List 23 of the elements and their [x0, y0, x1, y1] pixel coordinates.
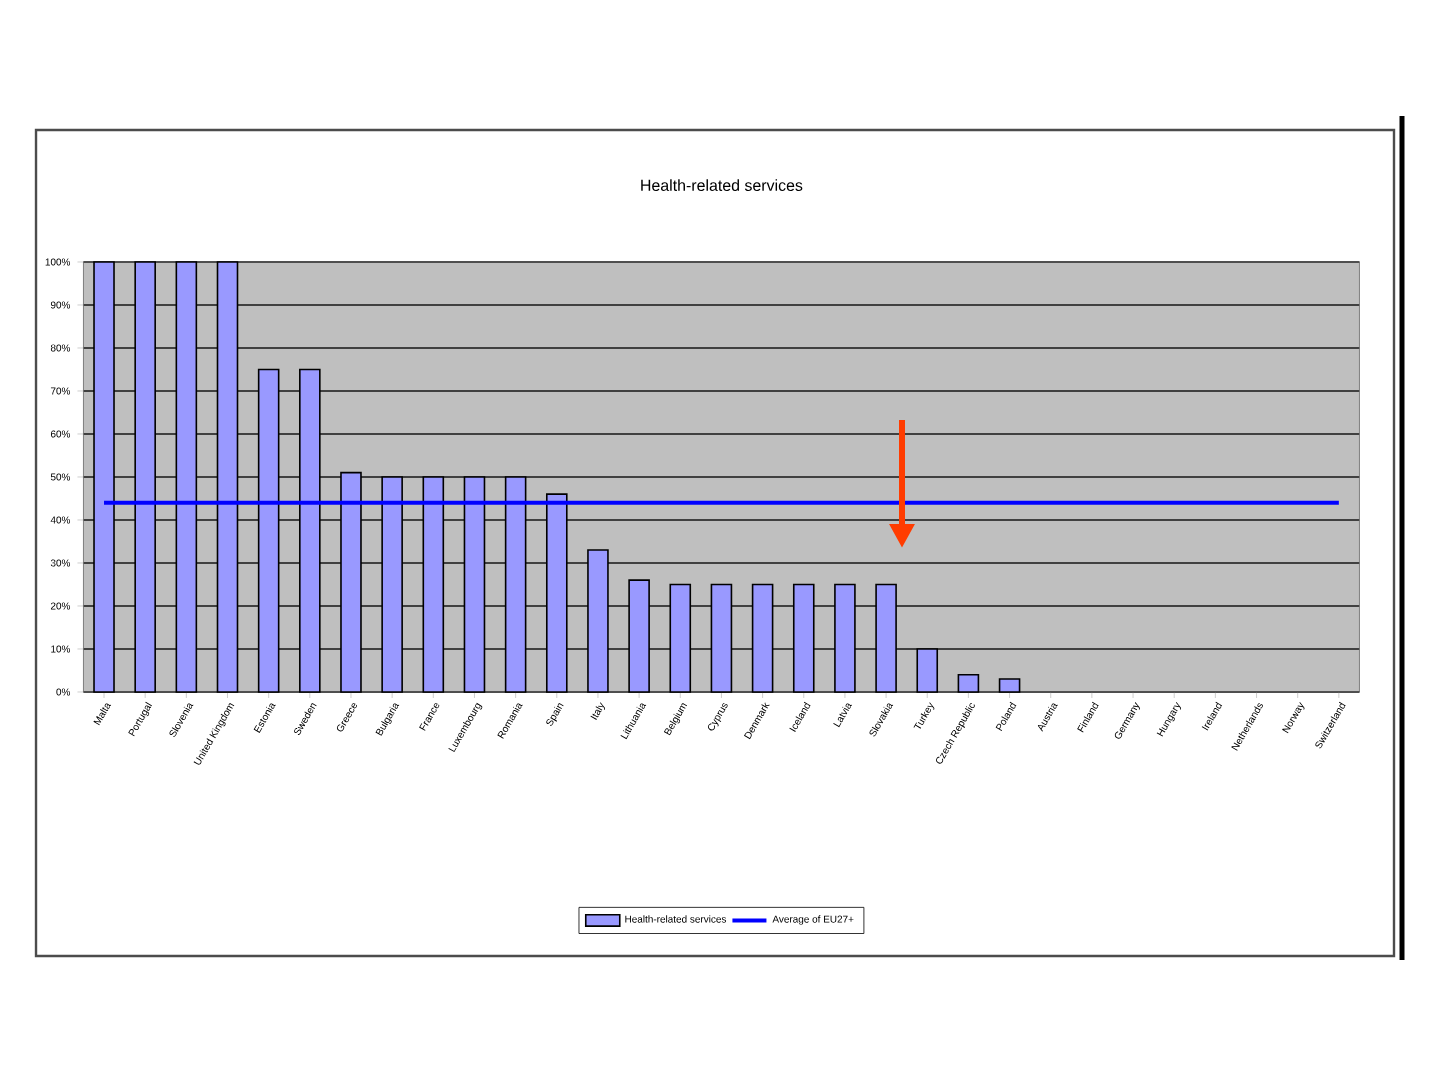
bar — [875, 583, 897, 693]
bar — [669, 583, 692, 693]
bar — [175, 261, 198, 693]
bar — [957, 673, 980, 693]
bar — [93, 261, 115, 693]
bar — [257, 368, 280, 693]
bar — [834, 583, 856, 693]
bar — [134, 261, 156, 693]
bar — [998, 678, 1021, 693]
bar — [792, 583, 815, 693]
bar — [545, 493, 568, 693]
bar — [587, 549, 609, 693]
bar — [216, 261, 239, 693]
bar — [504, 476, 527, 693]
bar — [916, 648, 939, 693]
bar — [628, 579, 650, 693]
bar — [340, 471, 362, 693]
bar — [751, 583, 774, 693]
bar — [422, 476, 445, 693]
bar — [710, 583, 733, 693]
bar — [381, 476, 403, 693]
bar — [299, 368, 321, 693]
bar — [463, 476, 486, 693]
